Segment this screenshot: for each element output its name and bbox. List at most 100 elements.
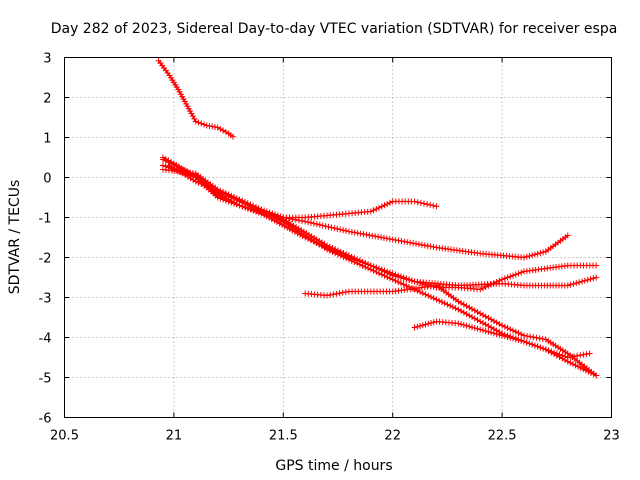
- data-point: [422, 321, 429, 328]
- y-tick-label: 0: [43, 172, 51, 187]
- data-point: [469, 306, 476, 312]
- data-point: [395, 272, 402, 279]
- data-point: [345, 228, 352, 235]
- data-point: [585, 368, 592, 375]
- data-point: [430, 202, 437, 209]
- data-point: [524, 333, 531, 340]
- data-point: [477, 286, 484, 293]
- data-point: [496, 277, 503, 284]
- data-point: [580, 366, 587, 373]
- data-point: [584, 276, 591, 283]
- data-point: [326, 247, 333, 254]
- data-point: [419, 280, 426, 287]
- data-point: [327, 291, 334, 298]
- data-point: [209, 186, 216, 192]
- data-point: [529, 341, 536, 348]
- data-point: [316, 221, 323, 228]
- data-point: [422, 291, 429, 298]
- grid: [64, 57, 612, 418]
- data-point: [418, 241, 425, 248]
- data-point: [325, 223, 332, 230]
- data-point: [593, 372, 600, 379]
- data-point: [479, 327, 486, 334]
- data-point: [570, 280, 577, 287]
- data-point: [195, 119, 202, 126]
- data-point: [531, 251, 538, 258]
- data-point: [477, 310, 484, 317]
- data-point: [593, 274, 600, 281]
- data-point: [367, 266, 374, 273]
- data-point: [351, 259, 358, 265]
- data-point: [575, 363, 582, 370]
- data-point: [189, 113, 196, 120]
- data-point: [427, 320, 434, 326]
- data-point: [499, 276, 506, 283]
- data-point: [569, 361, 576, 368]
- data-point: [292, 216, 299, 223]
- data-point: [380, 234, 387, 241]
- data-point: [479, 320, 486, 326]
- data-point: [411, 278, 418, 285]
- data-point: [313, 221, 320, 228]
- data-point: [333, 290, 340, 297]
- data-point: [512, 271, 519, 278]
- data-point: [493, 279, 500, 285]
- data-point: [413, 240, 420, 247]
- series-trace-s4: [162, 158, 597, 287]
- data-point: [482, 321, 489, 328]
- series-trace-s1: [158, 60, 234, 138]
- data-point: [271, 217, 278, 224]
- data-point: [504, 334, 511, 340]
- data-point: [471, 325, 478, 331]
- data-point: [268, 216, 275, 223]
- y-tick-label: -1: [39, 212, 52, 227]
- data-point: [485, 315, 492, 321]
- data-point: [283, 215, 290, 222]
- data-point: [400, 281, 407, 288]
- data-point: [192, 118, 199, 125]
- data-point: [417, 289, 424, 295]
- data-point: [258, 208, 265, 215]
- plot-frame: [64, 57, 612, 418]
- data-point: [343, 227, 350, 234]
- data-point: [540, 345, 547, 352]
- data-point: [490, 330, 497, 337]
- data-point: [482, 313, 489, 320]
- data-point: [319, 222, 326, 229]
- data-point: [504, 274, 511, 281]
- data-point: [523, 253, 530, 260]
- data-point: [386, 235, 393, 242]
- x-tick-label: 21: [166, 429, 183, 444]
- data-point: [195, 179, 202, 186]
- data-point: [272, 214, 279, 221]
- data-point: [540, 249, 547, 256]
- data-point: [474, 325, 481, 332]
- data-point: [438, 299, 445, 305]
- data-point: [408, 277, 415, 284]
- data-point: [247, 203, 254, 210]
- data-point: [427, 243, 434, 250]
- data-point: [507, 334, 514, 341]
- data-point: [302, 218, 309, 225]
- data-point: [520, 338, 527, 345]
- data-point: [485, 323, 492, 329]
- data-point: [279, 221, 286, 228]
- data-point: [430, 243, 437, 250]
- data-point: [573, 280, 580, 287]
- y-tick-label: 2: [43, 92, 51, 107]
- data-point: [496, 321, 503, 327]
- data-point: [411, 324, 418, 331]
- data-point: [534, 250, 541, 257]
- data-point: [458, 300, 465, 306]
- data-point: [299, 217, 306, 224]
- data-point: [415, 241, 422, 248]
- data-point: [359, 262, 366, 269]
- data-point: [200, 121, 207, 128]
- data-point: [369, 232, 376, 239]
- data-point: [427, 201, 434, 208]
- data-point: [336, 290, 343, 297]
- data-point: [581, 277, 588, 284]
- data-point: [501, 323, 508, 330]
- data-point: [507, 326, 514, 333]
- data-point: [427, 294, 434, 300]
